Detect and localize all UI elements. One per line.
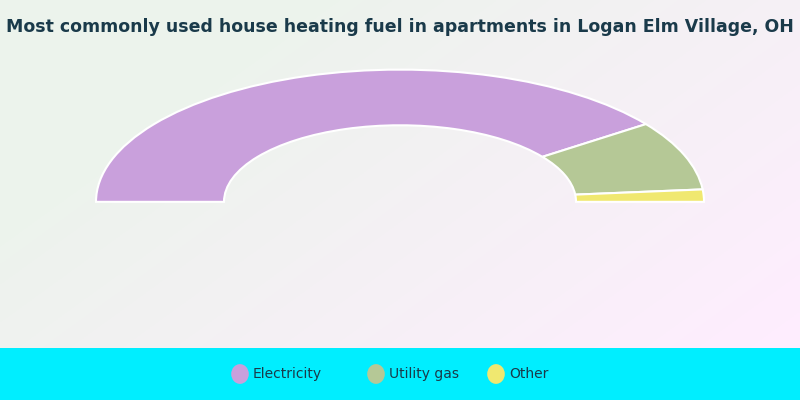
- Ellipse shape: [231, 364, 249, 384]
- Text: Electricity: Electricity: [253, 367, 322, 381]
- Ellipse shape: [367, 364, 385, 384]
- Text: Utility gas: Utility gas: [389, 367, 459, 381]
- Wedge shape: [542, 124, 702, 195]
- Text: Other: Other: [509, 367, 548, 381]
- Wedge shape: [96, 70, 646, 202]
- Text: Most commonly used house heating fuel in apartments in Logan Elm Village, OH: Most commonly used house heating fuel in…: [6, 18, 794, 36]
- Ellipse shape: [487, 364, 505, 384]
- Wedge shape: [575, 189, 704, 202]
